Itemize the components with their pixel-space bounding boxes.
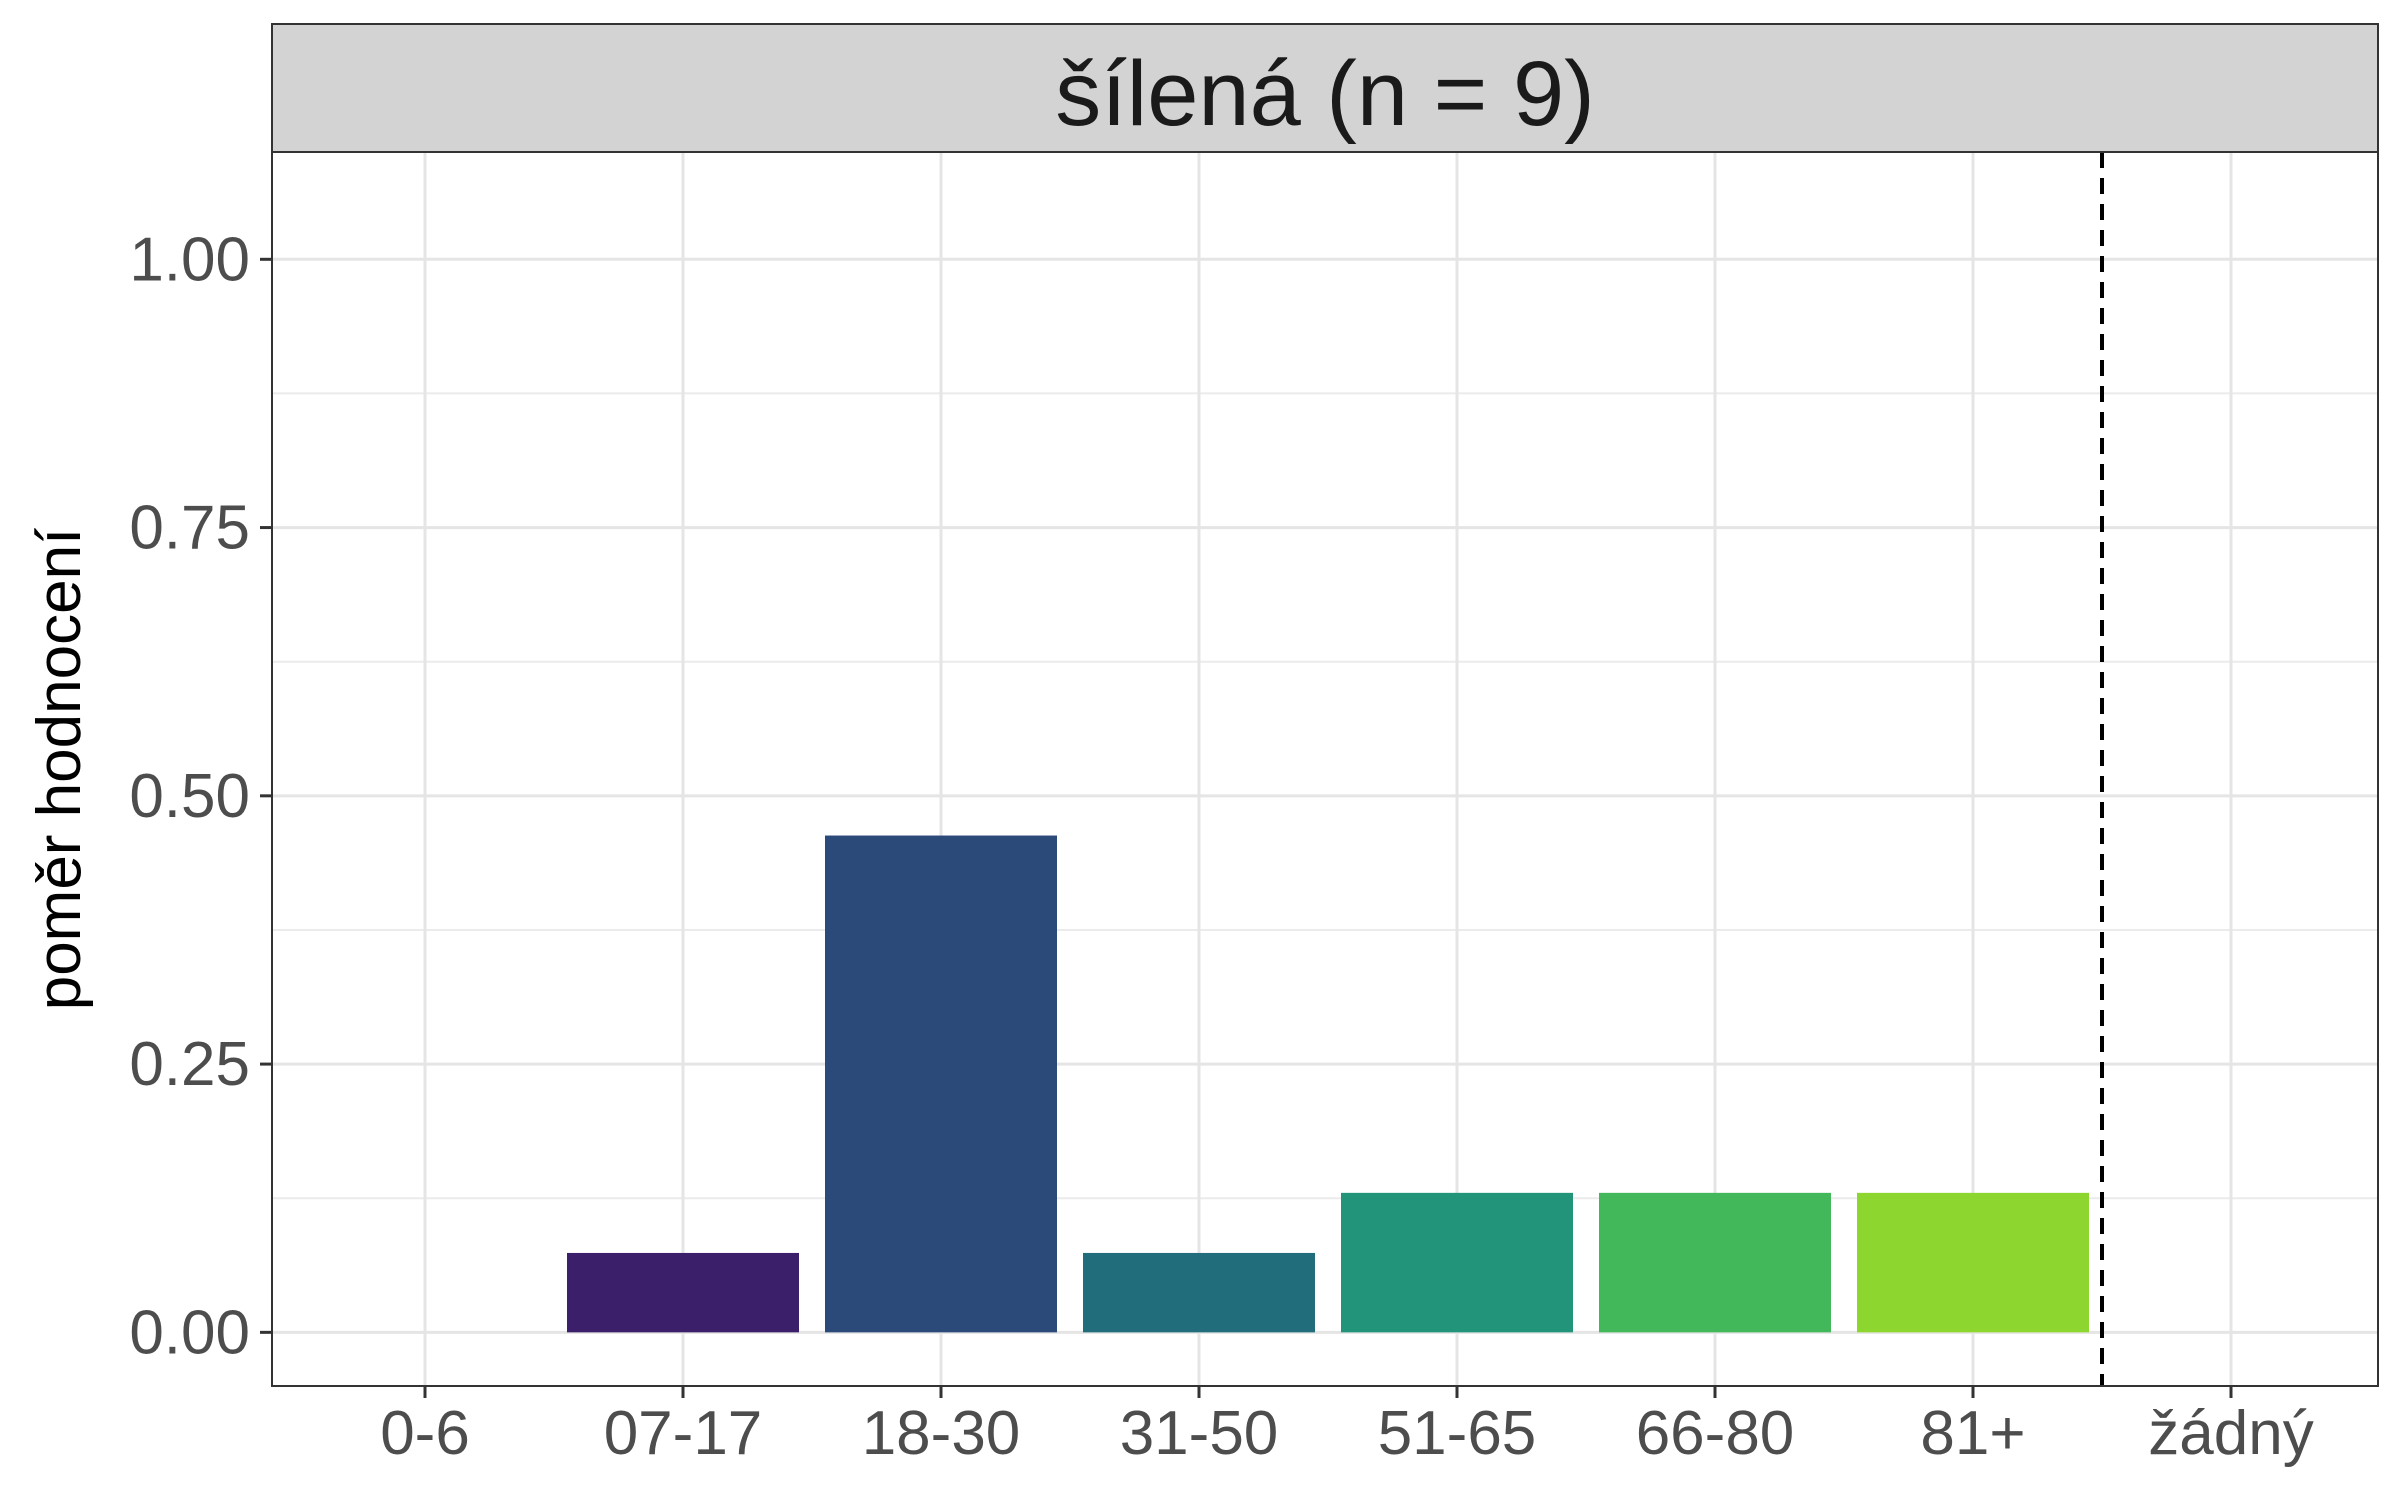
y-tick-label: 1.00 [129,225,250,294]
y-tick-label: 0.75 [129,494,250,563]
x-axis: 0-6 07-17 18-30 31-50 51-65 66-80 81+ žádný [380,1386,2314,1468]
x-tick-label: 0-6 [380,1399,470,1468]
chart-title: šílená (n = 9) [1055,43,1595,145]
bar-66-80 [1599,1192,1831,1333]
y-tick-label: 0.00 [129,1298,250,1367]
y-axis-title: poměr hodnocení [25,528,94,1011]
x-tick-label: žádný [2148,1399,2313,1468]
major-gridlines [272,152,2378,1386]
bar-18-30 [825,835,1057,1333]
y-tick-label: 0.50 [129,762,250,831]
bar-81+ [1857,1192,2089,1333]
plot-panel [272,152,2378,1386]
bars [567,835,2089,1333]
x-tick-label: 18-30 [862,1399,1021,1468]
y-axis: 0.00 0.25 0.50 0.75 1.00 [129,225,272,1367]
x-tick-label: 31-50 [1120,1399,1279,1468]
x-tick-label: 81+ [1920,1399,2025,1468]
bar-07-17 [567,1252,799,1333]
plot-border [271,151,2379,1387]
bar-51-65 [1341,1192,1573,1333]
x-tick-label: 07-17 [604,1399,763,1468]
y-tick-label: 0.25 [129,1030,250,1099]
minor-gridlines [272,392,2378,1200]
x-tick-label: 51-65 [1378,1399,1537,1468]
x-tick-label: 66-80 [1636,1399,1795,1468]
bar-31-50 [1083,1252,1315,1333]
facet-strip [271,23,2379,153]
